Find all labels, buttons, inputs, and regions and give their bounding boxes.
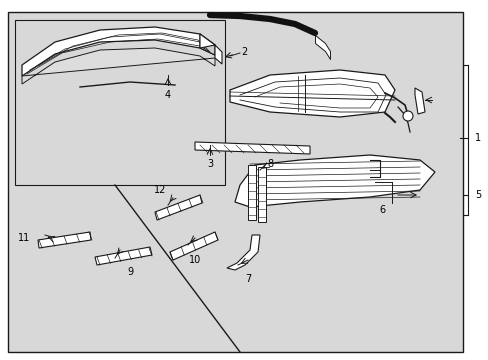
- Polygon shape: [235, 155, 434, 207]
- Polygon shape: [170, 232, 218, 260]
- Polygon shape: [38, 232, 91, 248]
- Polygon shape: [258, 167, 265, 222]
- Polygon shape: [414, 88, 424, 114]
- Polygon shape: [22, 48, 215, 84]
- Polygon shape: [22, 27, 215, 76]
- Text: 10: 10: [188, 255, 201, 265]
- Polygon shape: [200, 34, 222, 64]
- Polygon shape: [229, 70, 394, 117]
- Text: 2: 2: [241, 47, 246, 57]
- Text: 7: 7: [244, 274, 251, 284]
- Text: 4: 4: [164, 90, 171, 100]
- Polygon shape: [155, 195, 202, 220]
- Polygon shape: [200, 34, 215, 55]
- Polygon shape: [195, 142, 309, 154]
- Polygon shape: [95, 247, 152, 265]
- Text: 12: 12: [154, 185, 166, 195]
- Text: 6: 6: [378, 205, 384, 215]
- Polygon shape: [247, 165, 256, 220]
- Text: 3: 3: [206, 159, 213, 169]
- Text: 11: 11: [18, 233, 30, 243]
- Bar: [15, 20, 224, 185]
- Circle shape: [402, 111, 412, 121]
- Polygon shape: [226, 235, 260, 270]
- Text: 8: 8: [266, 159, 272, 169]
- Text: 1: 1: [474, 133, 480, 143]
- Text: 5: 5: [474, 190, 480, 200]
- Text: 9: 9: [127, 267, 133, 277]
